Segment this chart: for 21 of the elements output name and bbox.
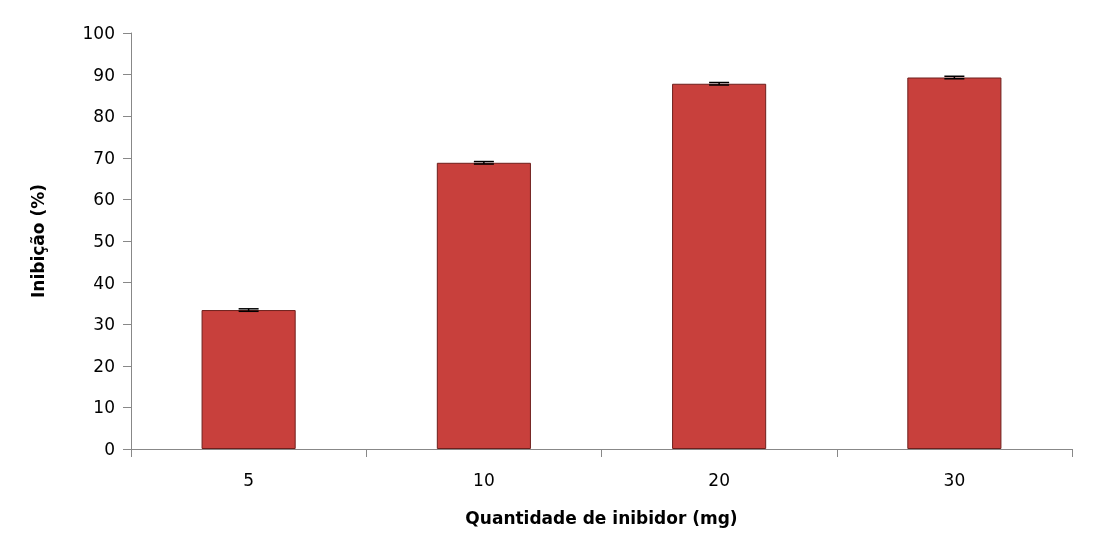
- bar: [436, 162, 531, 449]
- y-tick-label: 90: [93, 64, 115, 85]
- y-axis-title: Inibição (%): [27, 184, 48, 298]
- y-tick-label: 80: [93, 106, 115, 127]
- bar: [907, 77, 1002, 449]
- x-axis-title: Quantidade de inibidor (mg): [465, 507, 738, 528]
- y-tick-label: 30: [93, 314, 115, 335]
- y-tick-label: 60: [93, 189, 115, 210]
- bar: [672, 83, 767, 449]
- y-tick-label: 0: [104, 439, 115, 459]
- x-tick-label: 20: [708, 469, 730, 490]
- x-tick-label: 30: [943, 469, 966, 490]
- y-tick-label: 70: [93, 147, 115, 168]
- y-tick-label: 50: [93, 231, 115, 251]
- y-tick-label: 100: [82, 23, 115, 43]
- y-tick-label: 20: [93, 355, 115, 376]
- x-tick-label: 10: [473, 469, 495, 490]
- y-tick-label: 40: [93, 272, 115, 293]
- bar: [201, 310, 296, 449]
- y-tick-label: 10: [93, 397, 115, 418]
- x-tick-label: 5: [243, 469, 255, 490]
